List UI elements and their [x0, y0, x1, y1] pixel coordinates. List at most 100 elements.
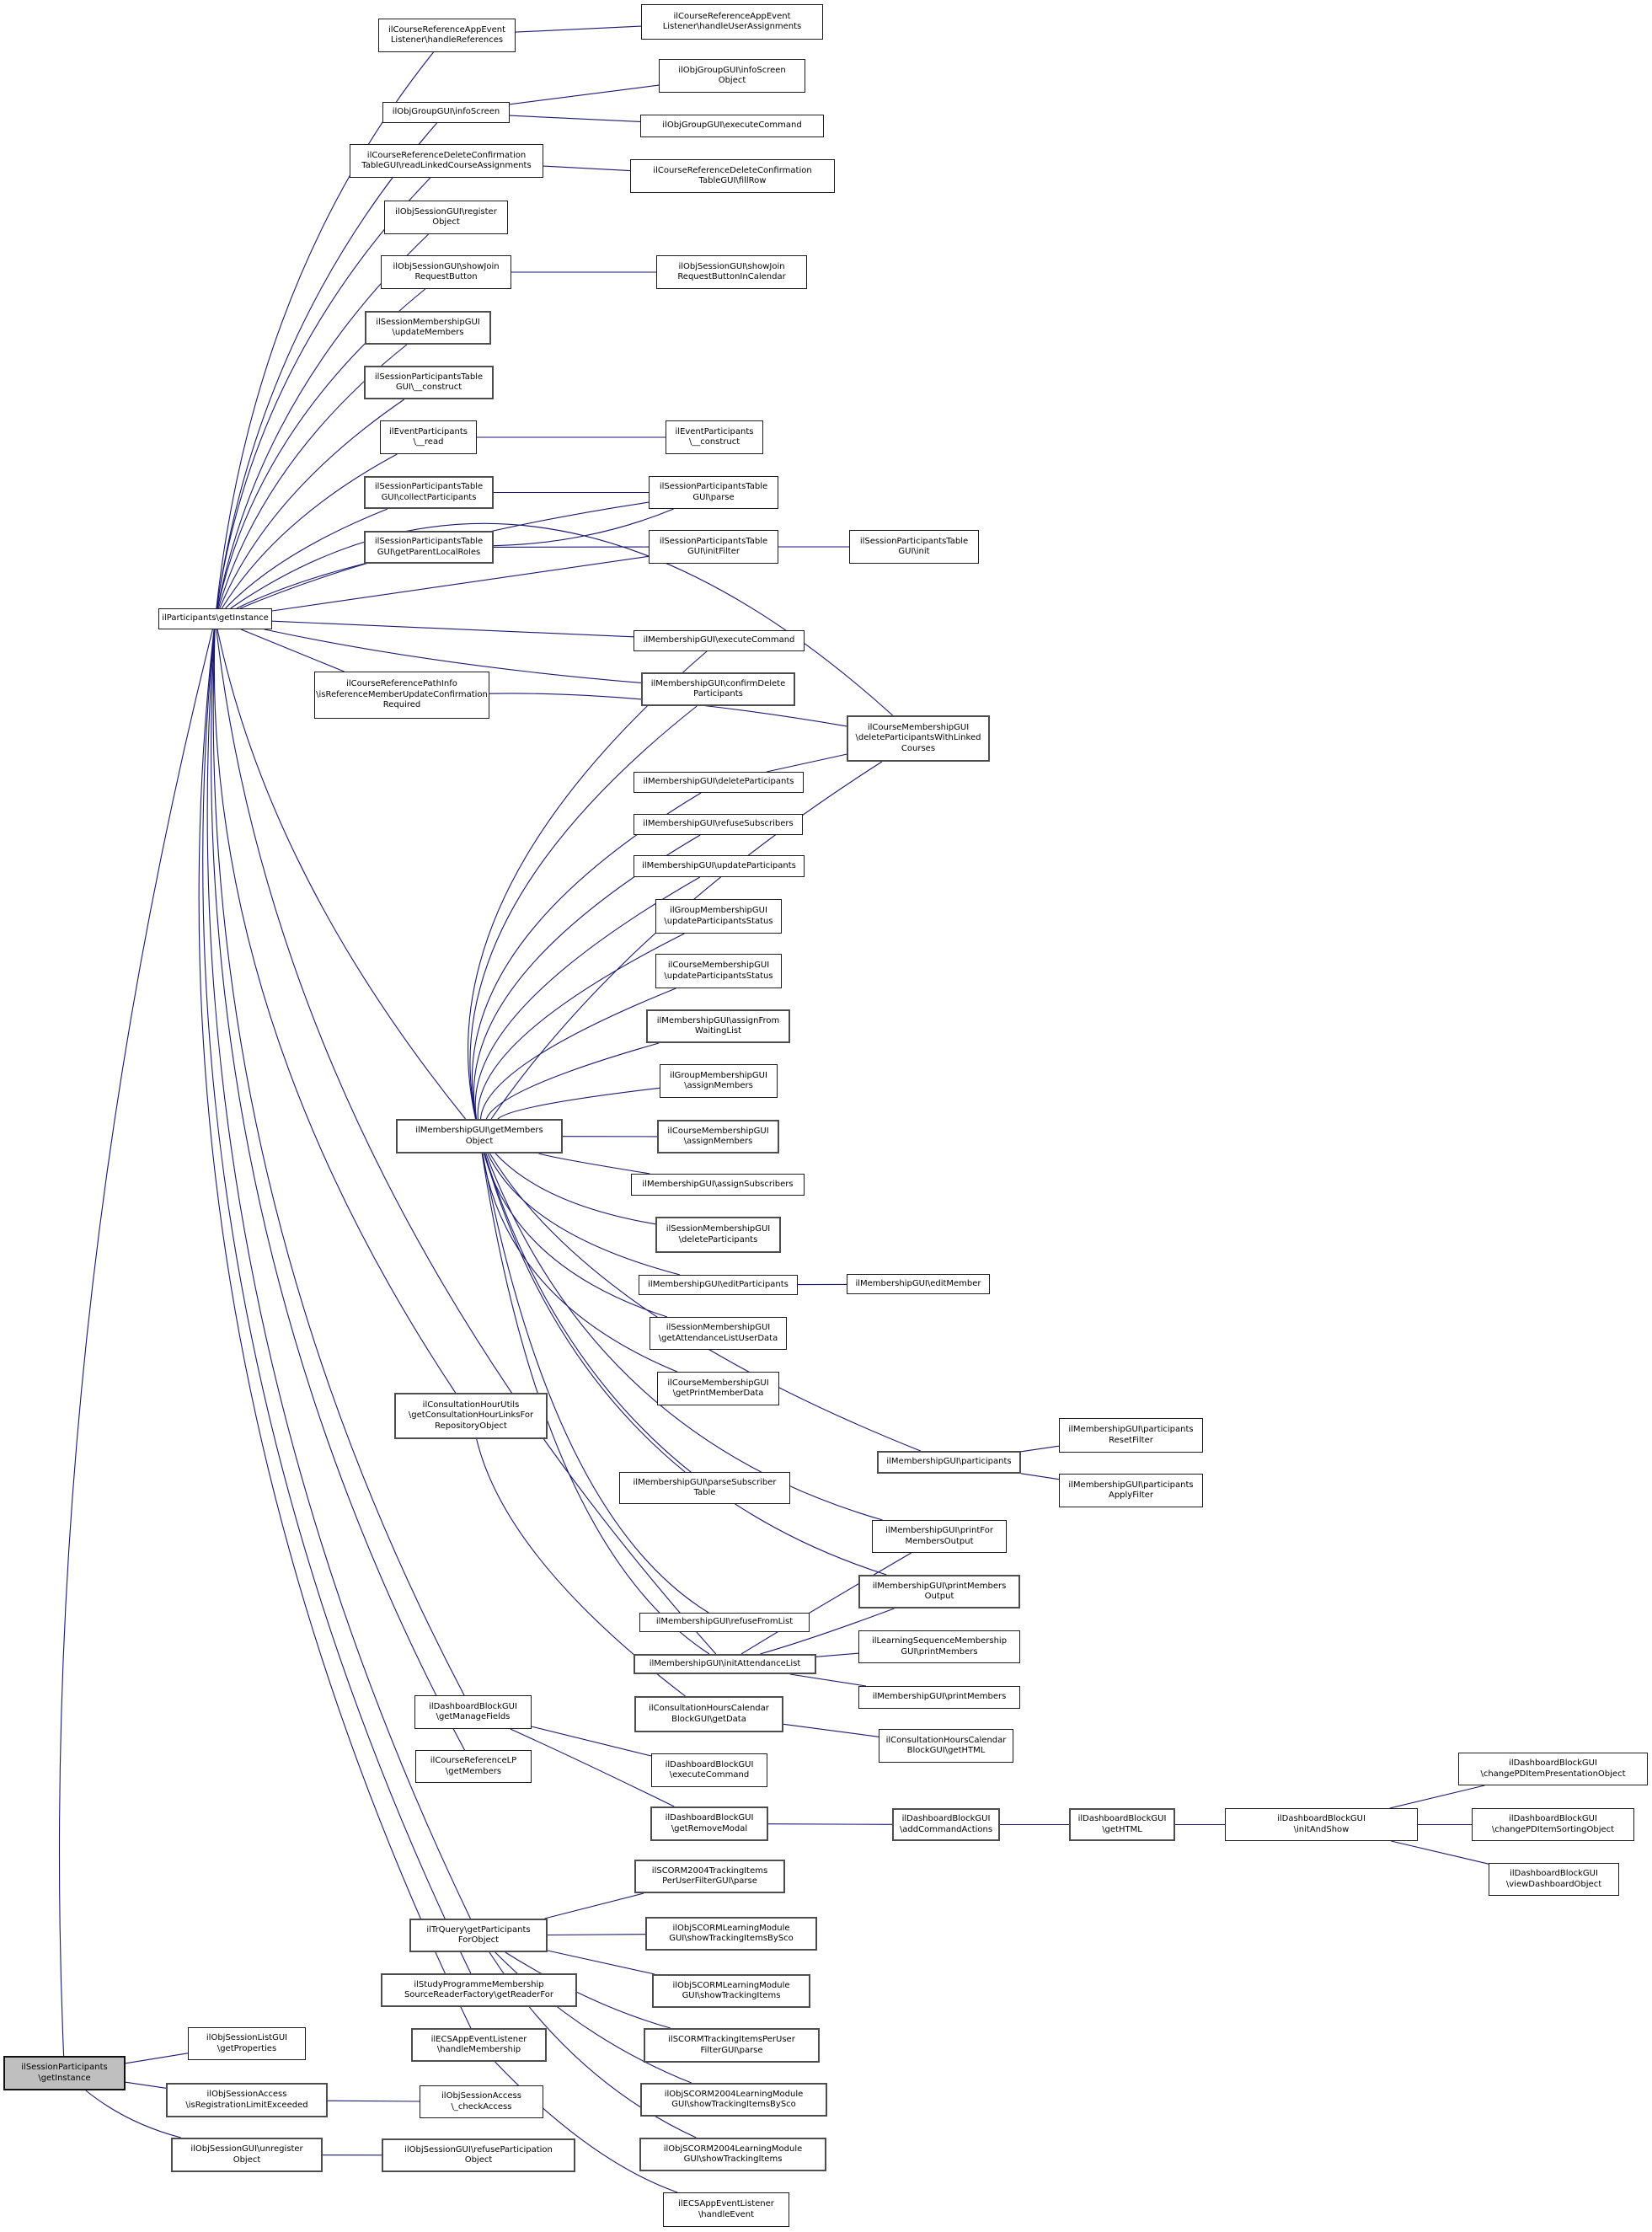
- graph-node-n31[interactable]: ilCourseMembershipGUI \assignMembers: [657, 1120, 779, 1153]
- edge-hubB-to-hubA: [217, 629, 466, 1120]
- graph-node-n24[interactable]: ilMembershipGUI\deleteParticipants: [634, 772, 804, 793]
- graph-node-n5[interactable]: ilObjSessionGUI\showJoin RequestButton: [381, 255, 511, 289]
- graph-node-n75[interactable]: ilECSAppEventListener \handleEvent: [663, 2192, 789, 2227]
- graph-node-n38[interactable]: ilConsultationHourUtils \getConsultation…: [394, 1393, 548, 1439]
- edge-n29-to-hubB: [485, 1042, 660, 1120]
- graph-node-n56[interactable]: ilDashboardBlockGUI \addCommandActions: [892, 1808, 1000, 1841]
- edge-n46-to-n47: [815, 1652, 859, 1657]
- graph-node-n11[interactable]: ilCourseReferenceAppEvent Listener\handl…: [641, 4, 823, 40]
- graph-node-n23[interactable]: ilCourseMembershipGUI \deleteParticipant…: [847, 715, 990, 762]
- graph-node-n57[interactable]: ilDashboardBlockGUI \getHTML: [1069, 1808, 1175, 1841]
- graph-node-n9[interactable]: ilSessionParticipantsTable GUI\collectPa…: [364, 476, 494, 509]
- graph-node-n26[interactable]: ilMembershipGUI\updateParticipants: [634, 855, 805, 877]
- graph-node-n6[interactable]: ilSessionMembershipGUI \updateMembers: [365, 311, 491, 345]
- edge-n41-to-n40: [1020, 1445, 1060, 1453]
- graph-node-n1[interactable]: ilCourseReferenceAppEvent Listener\handl…: [378, 19, 516, 52]
- edge-n34-to-hubB: [487, 1153, 681, 1276]
- graph-node-n51[interactable]: ilCourseReferenceLP \getMembers: [415, 1750, 532, 1783]
- graph-node-n49[interactable]: ilDashboardBlockGUI \getManageFields: [414, 1695, 532, 1729]
- graph-node-n2[interactable]: ilObjGroupGUI\infoScreen: [382, 102, 510, 123]
- graph-node-n50[interactable]: ilConsultationHoursCalendar BlockGUI\get…: [634, 1696, 783, 1732]
- edge-n18-to-hubA: [271, 555, 650, 612]
- graph-node-n10[interactable]: ilSessionParticipantsTable GUI\getParent…: [364, 531, 494, 564]
- graph-node-n58[interactable]: ilDashboardBlockGUI \initAndShow: [1225, 1808, 1418, 1841]
- graph-node-n37[interactable]: ilCourseMembershipGUI \getPrintMemberDat…: [657, 1372, 779, 1405]
- graph-node-n46[interactable]: ilLearningSequenceMembership GUI\printMe…: [858, 1630, 1020, 1663]
- graph-node-n36[interactable]: ilSessionMembershipGUI \getAttendanceLis…: [650, 1317, 787, 1350]
- graph-node-n71[interactable]: ilObjSessionGUI\unregister Object: [171, 2138, 323, 2172]
- edge-n55-to-n50: [783, 1723, 879, 1737]
- graph-node-n47[interactable]: ilMembershipGUI\initAttendanceList: [634, 1654, 816, 1674]
- graph-node-n40[interactable]: ilMembershipGUI\participants: [877, 1451, 1021, 1474]
- graph-node-n67[interactable]: ilSCORMTrackingItemsPerUser FilterGUI\pa…: [644, 2028, 820, 2063]
- graph-node-n27[interactable]: ilGroupMembershipGUI \updateParticipants…: [655, 899, 782, 934]
- graph-node-hubB[interactable]: ilMembershipGUI\getMembers Object: [396, 1119, 563, 1153]
- graph-node-n44[interactable]: ilMembershipGUI\printMembers Output: [858, 1575, 1020, 1608]
- graph-node-n30[interactable]: ilGroupMembershipGUI \assignMembers: [660, 1064, 778, 1098]
- graph-node-hubA[interactable]: ilParticipants\getInstance: [158, 608, 272, 629]
- edge-n9-to-hubA: [225, 508, 388, 609]
- graph-node-n70[interactable]: ilObjSessionAccess \_checkAccess: [420, 2085, 543, 2118]
- graph-node-n4[interactable]: ilObjSessionGUI\register Object: [384, 201, 508, 234]
- graph-node-n59[interactable]: ilDashboardBlockGUI \changePDItemPresent…: [1458, 1753, 1648, 1785]
- graph-node-n65[interactable]: ilObjSCORMLearningModule GUI\showTrackin…: [652, 1974, 810, 2008]
- edge-n21-to-hubA: [271, 620, 634, 638]
- graph-node-n25[interactable]: ilMembershipGUI\refuseSubscribers: [634, 814, 803, 835]
- graph-node-n61[interactable]: ilDashboardBlockGUI \viewDashboardObject: [1489, 1863, 1619, 1896]
- graph-node-n43[interactable]: ilMembershipGUI\printFor MembersOutput: [872, 1520, 1007, 1553]
- edge-n11-to-n1: [515, 25, 642, 33]
- graph-node-n69[interactable]: ilObjSessionAccess \isRegistrationLimitE…: [166, 2083, 328, 2117]
- graph-node-n41[interactable]: ilMembershipGUI\participants ResetFilter: [1059, 1418, 1203, 1453]
- graph-node-n18[interactable]: ilSessionParticipantsTable GUI\initFilte…: [649, 530, 778, 564]
- graph-node-n48[interactable]: ilMembershipGUI\printMembers: [858, 1686, 1020, 1709]
- graph-node-n20[interactable]: ilCourseReferencePathInfo \isReferenceMe…: [314, 672, 489, 719]
- graph-node-n19[interactable]: ilSessionParticipantsTable GUI\init: [849, 530, 979, 564]
- graph-node-n55[interactable]: ilConsultationHoursCalendar BlockGUI\get…: [879, 1729, 1013, 1763]
- graph-node-n17[interactable]: ilSessionParticipantsTable GUI\parse: [649, 476, 778, 509]
- edge-n47-to-hubA: [216, 629, 717, 1655]
- graph-node-n3[interactable]: ilCourseReferenceDeleteConfirmation Tabl…: [350, 144, 543, 178]
- graph-node-n53[interactable]: ilDashboardBlockGUI \getRemoveModal: [650, 1806, 768, 1841]
- graph-node-n66[interactable]: ilECSAppEventListener \handleMembership: [411, 2028, 547, 2062]
- graph-node-n39[interactable]: ilMembershipGUI\parseSubscriber Table: [619, 1472, 790, 1504]
- edge-n42-to-n40: [1020, 1473, 1060, 1480]
- graph-node-grey[interactable]: ilSessionParticipants \getInstance: [3, 2056, 126, 2090]
- graph-node-n13[interactable]: ilObjGroupGUI\executeCommand: [640, 115, 824, 137]
- graph-node-n72[interactable]: ilObjSessionGUI\refuseParticipation Obje…: [382, 2138, 575, 2172]
- graph-node-n52[interactable]: ilDashboardBlockGUI \executeCommand: [651, 1753, 767, 1787]
- graph-node-n74[interactable]: ilObjSCORM2004LearningModule GUI\showTra…: [639, 2138, 826, 2171]
- graph-node-n15[interactable]: ilObjSessionGUI\showJoin RequestButtonIn…: [656, 255, 807, 289]
- edge-n69-to-grey: [125, 2081, 167, 2089]
- graph-node-n14[interactable]: ilCourseReferenceDeleteConfirmation Tabl…: [630, 159, 835, 193]
- graph-node-n63[interactable]: ilObjSCORMLearningModule GUI\showTrackin…: [645, 1917, 817, 1951]
- graph-node-n8[interactable]: ilEventParticipants \__read: [380, 420, 477, 454]
- graph-node-n16[interactable]: ilEventParticipants \__construct: [666, 420, 763, 454]
- graph-node-n34[interactable]: ilMembershipGUI\editParticipants: [639, 1275, 798, 1295]
- graph-node-n32[interactable]: ilMembershipGUI\assignSubscribers: [631, 1174, 805, 1196]
- graph-node-n42[interactable]: ilMembershipGUI\participants ApplyFilter: [1059, 1474, 1203, 1507]
- graph-node-n45[interactable]: ilMembershipGUI\refuseFromList: [639, 1613, 810, 1632]
- edge-n10-to-hubA: [236, 563, 365, 609]
- graph-node-n54[interactable]: ilSCORM2004TrackingItems PerUserFilterGU…: [634, 1860, 785, 1893]
- edge-n39-to-hubB: [484, 1153, 686, 1473]
- graph-node-n22[interactable]: ilMembershipGUI\confirmDelete Participan…: [641, 672, 795, 706]
- edge-n48-to-n47: [789, 1673, 867, 1687]
- graph-node-n62[interactable]: ilTrQuery\getParticipants ForObject: [409, 1919, 548, 1952]
- graph-node-n64[interactable]: ilStudyProgrammeMembership SourceReaderF…: [381, 1973, 577, 2007]
- graph-node-n12[interactable]: ilObjGroupGUI\infoScreen Object: [659, 59, 805, 93]
- edge-n3-to-hubA: [216, 177, 431, 609]
- graph-node-n28[interactable]: ilCourseMembershipGUI \updateParticipant…: [655, 954, 782, 988]
- graph-node-n73[interactable]: ilObjSCORM2004LearningModule GUI\showTra…: [640, 2083, 827, 2117]
- graph-node-n60[interactable]: ilDashboardBlockGUI \changePDItemSorting…: [1472, 1808, 1634, 1841]
- edge-n2-to-hubA: [216, 122, 438, 609]
- edge-n73-to-n62: [495, 1951, 692, 2084]
- graph-node-n35[interactable]: ilMembershipGUI\editMember: [847, 1274, 990, 1294]
- graph-node-n29[interactable]: ilMembershipGUI\assignFrom WaitingList: [646, 1009, 790, 1043]
- graph-node-n68[interactable]: ilObjSessionListGUI \getProperties: [188, 2027, 306, 2060]
- edge-n61-to-n58: [1391, 1840, 1489, 1865]
- edge-n28-to-hubB: [479, 988, 676, 1120]
- graph-node-n33[interactable]: ilSessionMembershipGUI \deleteParticipan…: [655, 1217, 781, 1253]
- graph-node-n7[interactable]: ilSessionParticipantsTable GUI\__constru…: [364, 366, 494, 399]
- graph-node-n21[interactable]: ilMembershipGUI\executeCommand: [634, 630, 805, 651]
- edge-n32-to-hubB: [538, 1153, 650, 1175]
